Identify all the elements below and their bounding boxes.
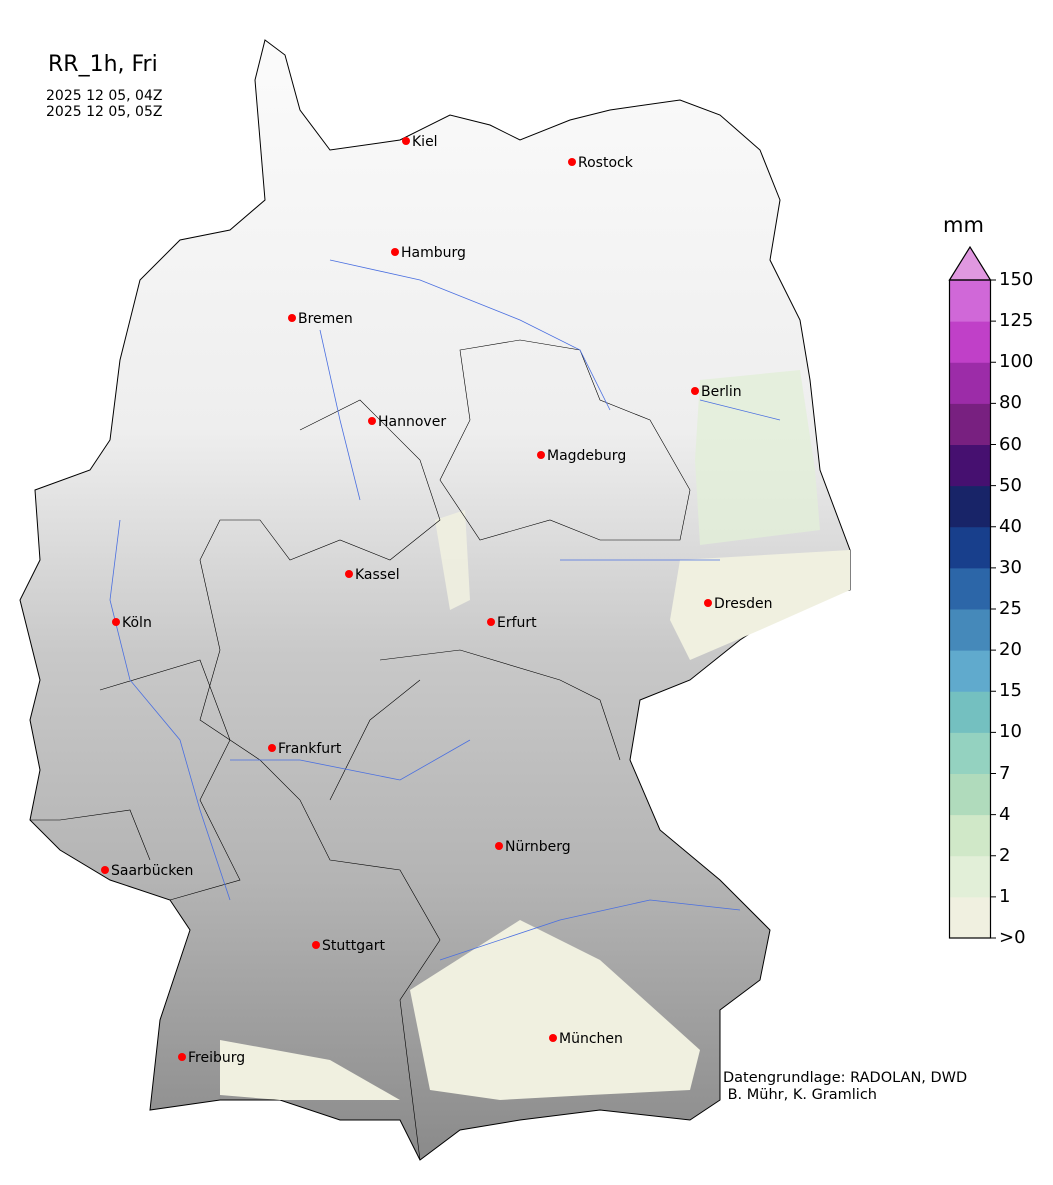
city-marker bbox=[402, 137, 410, 145]
city-marker bbox=[537, 451, 545, 459]
colorbar-segment bbox=[949, 691, 991, 733]
city-label: Magdeburg bbox=[547, 448, 626, 464]
credit-source: Datengrundlage: RADOLAN, DWD bbox=[723, 1070, 968, 1086]
germany-outline bbox=[19, 39, 851, 1161]
colorbar-tick-label: 40 bbox=[999, 515, 1022, 537]
city-marker bbox=[312, 941, 320, 949]
city-label: Stuttgart bbox=[322, 938, 385, 954]
colorbar-tick-label: 20 bbox=[999, 639, 1022, 661]
colorbar-segment bbox=[949, 567, 991, 610]
colorbar-segment bbox=[949, 609, 991, 651]
colorbar-segment bbox=[949, 526, 991, 569]
city-label: Berlin bbox=[701, 384, 742, 400]
city-label: Saarbücken bbox=[111, 863, 193, 879]
city-marker bbox=[487, 618, 495, 626]
city-marker bbox=[288, 314, 296, 322]
city-marker bbox=[101, 866, 109, 874]
colorbar-tick-label: 7 bbox=[999, 762, 1011, 784]
colorbar-tick-label: 50 bbox=[999, 474, 1022, 496]
colorbar bbox=[948, 245, 996, 939]
colorbar-segment bbox=[949, 896, 991, 939]
colorbar-tick-label: 25 bbox=[999, 598, 1022, 619]
credit-authors: B. Mühr, K. Gramlich bbox=[723, 1087, 877, 1103]
colorbar-extend-arrow bbox=[948, 245, 992, 281]
light-rain-area-southwest bbox=[220, 1040, 400, 1100]
city-marker bbox=[345, 570, 353, 578]
colorbar-tick-label: >0 bbox=[999, 927, 1026, 948]
colorbar-segment bbox=[949, 855, 991, 898]
colorbar-segment bbox=[949, 814, 991, 857]
map-title: RR_1h, Fri bbox=[48, 52, 158, 77]
colorbar-segment bbox=[949, 650, 991, 692]
city-marker bbox=[268, 744, 276, 752]
city-label: Erfurt bbox=[497, 615, 537, 631]
city-marker bbox=[549, 1034, 557, 1042]
city-marker bbox=[568, 158, 576, 166]
city-marker bbox=[178, 1053, 186, 1061]
colorbar-tick-label: 80 bbox=[999, 392, 1022, 414]
city-label: Nürnberg bbox=[505, 839, 571, 855]
city-marker bbox=[704, 599, 712, 607]
city-marker bbox=[368, 417, 376, 425]
city-marker bbox=[112, 618, 120, 626]
colorbar-tick-label: 60 bbox=[999, 433, 1022, 455]
city-label: München bbox=[559, 1031, 623, 1047]
light-rain-area-dresden bbox=[670, 550, 850, 660]
light-rain-area-east bbox=[695, 370, 820, 545]
city-label: Frankfurt bbox=[278, 741, 342, 757]
city-marker bbox=[691, 387, 699, 395]
city-label: Hannover bbox=[378, 414, 446, 430]
colorbar-tick-label: 30 bbox=[999, 556, 1022, 578]
city-label: Hamburg bbox=[401, 245, 466, 261]
colorbar-tick-label: 150 bbox=[999, 269, 1034, 290]
city-label: Dresden bbox=[714, 596, 773, 612]
colorbar-segment bbox=[949, 403, 991, 445]
colorbar-tick-label: 4 bbox=[999, 803, 1011, 825]
light-rain-area-thuringia bbox=[435, 510, 470, 610]
colorbar-tick-label: 100 bbox=[999, 351, 1034, 373]
city-label: Köln bbox=[122, 615, 152, 631]
colorbar-segment bbox=[949, 362, 991, 404]
colorbar-tick-label: 1 bbox=[999, 885, 1011, 907]
city-marker bbox=[391, 248, 399, 256]
colorbar-tick-label: 10 bbox=[999, 721, 1022, 743]
time-start: 2025 12 05, 04Z bbox=[46, 88, 163, 104]
colorbar-tick-label: 15 bbox=[999, 680, 1022, 702]
colorbar-segment bbox=[949, 732, 991, 774]
time-end: 2025 12 05, 05Z bbox=[46, 104, 163, 120]
colorbar-segment bbox=[949, 444, 991, 487]
colorbar-segment bbox=[949, 321, 991, 363]
river bbox=[109, 259, 781, 961]
colorbar-segment bbox=[949, 773, 991, 816]
city-label: Rostock bbox=[578, 155, 634, 171]
colorbar-segment bbox=[949, 485, 991, 528]
colorbar-segment bbox=[949, 280, 991, 322]
colorbar-tick-label: 2 bbox=[999, 844, 1011, 866]
state-border bbox=[30, 339, 691, 1161]
city-label: Kassel bbox=[355, 567, 400, 583]
colorbar-tick-label: 125 bbox=[999, 310, 1034, 332]
city-label: Bremen bbox=[298, 311, 353, 327]
city-label: Freiburg bbox=[188, 1050, 245, 1066]
light-rain-area-south bbox=[410, 920, 700, 1100]
city-marker bbox=[495, 842, 503, 850]
colorbar-unit: mm bbox=[943, 213, 984, 237]
city-label: Kiel bbox=[412, 134, 438, 150]
